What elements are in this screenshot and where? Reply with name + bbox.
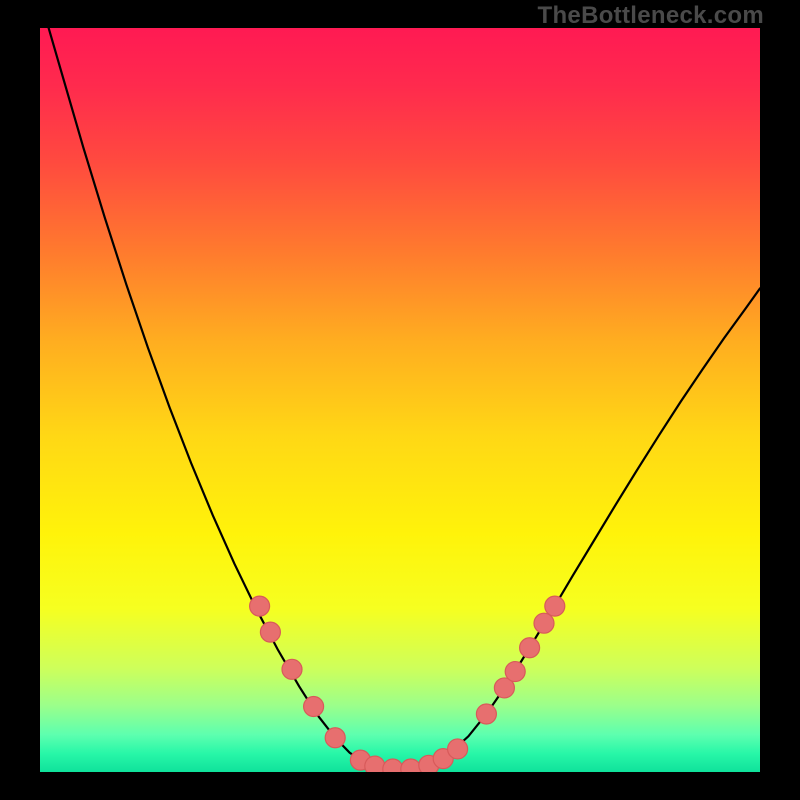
data-dot	[534, 613, 554, 633]
data-dot	[282, 659, 302, 679]
frame-bottom	[0, 772, 800, 800]
data-dot	[505, 662, 525, 682]
data-dot	[448, 739, 468, 759]
data-dot	[545, 596, 565, 616]
data-dot	[365, 756, 385, 772]
data-dot	[520, 638, 540, 658]
plot-area	[40, 28, 760, 772]
data-dot	[250, 596, 270, 616]
data-dot	[401, 759, 421, 772]
frame-left	[0, 0, 40, 800]
bottleneck-curve	[40, 28, 760, 769]
chart-svg	[40, 28, 760, 772]
data-dot	[260, 622, 280, 642]
data-dot	[383, 759, 403, 772]
frame-right	[760, 0, 800, 800]
data-dot	[325, 728, 345, 748]
data-dot	[304, 697, 324, 717]
data-dot	[476, 704, 496, 724]
watermark-text: TheBottleneck.com	[538, 2, 764, 30]
